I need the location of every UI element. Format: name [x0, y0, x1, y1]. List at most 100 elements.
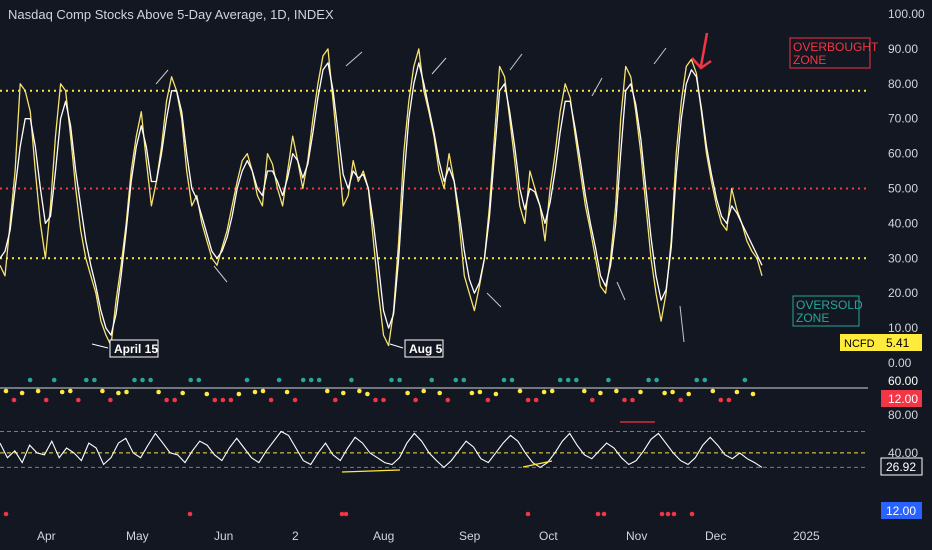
- osc-yellow-mark: [341, 469, 401, 473]
- bottom-dot: [659, 511, 665, 517]
- dot-mark: [212, 397, 218, 403]
- dot-mark: [718, 397, 724, 403]
- annotation-pointer: [91, 343, 109, 349]
- x-tick-label: Sep: [459, 529, 481, 543]
- dot-mark: [284, 389, 290, 395]
- arrow-mark: [616, 281, 626, 301]
- dot-mark: [493, 391, 499, 397]
- arrow-mark: [486, 292, 502, 308]
- bottom-dot: [343, 511, 349, 517]
- dot-mark: [204, 391, 210, 397]
- dot-mark: [469, 390, 475, 396]
- x-tick-label: Nov: [626, 529, 647, 543]
- dot-mark: [365, 391, 370, 397]
- dot-mark: [606, 377, 611, 383]
- y-tick-label: 50.00: [888, 182, 918, 196]
- dot-mark: [574, 377, 579, 383]
- dot-mark: [646, 377, 651, 383]
- dot-mark: [188, 377, 193, 383]
- dot-mark: [461, 377, 467, 383]
- dots-level-tag-1: [881, 372, 922, 389]
- dot-mark: [349, 377, 354, 383]
- dot-mark: [51, 377, 57, 383]
- bottom-dot: [3, 511, 9, 517]
- bottom-dot: [595, 511, 601, 517]
- dot-mark: [148, 377, 153, 383]
- y-tick-label: 40.00: [888, 216, 918, 230]
- dot-mark: [614, 388, 619, 394]
- last-value-label: 5.41: [886, 336, 910, 350]
- dot-mark: [325, 388, 330, 394]
- dot-mark: [734, 389, 740, 395]
- dots-level-label-2: 12.00: [888, 392, 918, 406]
- dot-mark: [27, 377, 33, 383]
- dot-mark: [316, 377, 322, 383]
- oversold-zone-box: [792, 295, 860, 327]
- bottom-dot: [665, 511, 671, 517]
- dot-mark: [333, 397, 338, 403]
- dot-mark: [678, 397, 683, 403]
- dot-mark: [196, 377, 202, 383]
- dot-mark: [268, 397, 274, 403]
- annotation-april-15: April 15: [114, 342, 158, 356]
- dot-mark: [308, 377, 314, 383]
- dot-mark: [525, 397, 531, 403]
- dot-mark: [172, 397, 177, 403]
- oversold-label: OVERSOLD: [796, 298, 863, 312]
- bottom-dot: [339, 511, 345, 517]
- dot-mark: [132, 377, 137, 383]
- osc-tick-40: 40.00: [888, 446, 918, 460]
- y-tick-label: 60.00: [888, 147, 918, 161]
- dot-mark: [509, 377, 515, 383]
- arrow-mark: [213, 265, 228, 283]
- x-tick-label: Apr: [37, 529, 56, 543]
- dot-mark: [397, 377, 402, 383]
- dot-mark: [638, 389, 643, 395]
- dot-mark: [11, 397, 17, 403]
- dot-mark: [236, 391, 242, 397]
- dot-mark: [116, 390, 121, 396]
- dot-mark: [76, 397, 81, 403]
- annotation-box-aug: [404, 339, 444, 358]
- dot-mark: [710, 388, 716, 394]
- dot-mark: [485, 397, 491, 403]
- y-tick-label: 90.00: [888, 42, 918, 56]
- smooth-series-line: [0, 62, 763, 336]
- y-tick-label: 0.00: [888, 356, 912, 370]
- dot-mark: [373, 397, 378, 403]
- red-arrow: [691, 32, 712, 70]
- dot-mark: [92, 377, 97, 383]
- dot-mark: [750, 391, 756, 397]
- dot-mark: [341, 390, 346, 396]
- y-tick-label: 10.00: [888, 321, 918, 335]
- arrow-mark: [653, 47, 667, 65]
- dot-mark: [35, 388, 41, 394]
- bottom-badge-label: 12.00: [886, 504, 916, 518]
- arrow-mark: [679, 305, 685, 343]
- dots-level-tag-2: [881, 390, 922, 407]
- arrow-mark: [155, 69, 169, 85]
- dot-mark: [124, 389, 129, 395]
- overbought-label: OVERBOUGHT: [793, 40, 879, 54]
- dot-mark: [252, 389, 258, 395]
- osc-yellow-mark: [522, 460, 553, 468]
- dot-mark: [517, 388, 523, 394]
- y-tick-label: 20.00: [888, 286, 918, 300]
- annotation-aug-5: Aug 5: [409, 342, 443, 356]
- dot-mark: [686, 391, 691, 397]
- dot-mark: [662, 390, 667, 396]
- arrow-mark: [431, 57, 447, 75]
- annotation-box-april: [109, 339, 159, 358]
- dot-mark: [565, 377, 571, 383]
- bottom-dot: [601, 511, 607, 517]
- dot-mark: [100, 388, 105, 394]
- osc-last-value-tag: [880, 457, 923, 476]
- dot-mark: [549, 388, 555, 394]
- dot-mark: [702, 377, 708, 383]
- overbought-label-2: ZONE: [793, 53, 826, 67]
- dot-mark: [140, 377, 145, 383]
- dot-mark: [180, 390, 185, 396]
- dot-mark: [742, 377, 748, 383]
- oversold-label-2: ZONE: [796, 311, 829, 325]
- arrow-mark: [591, 77, 603, 97]
